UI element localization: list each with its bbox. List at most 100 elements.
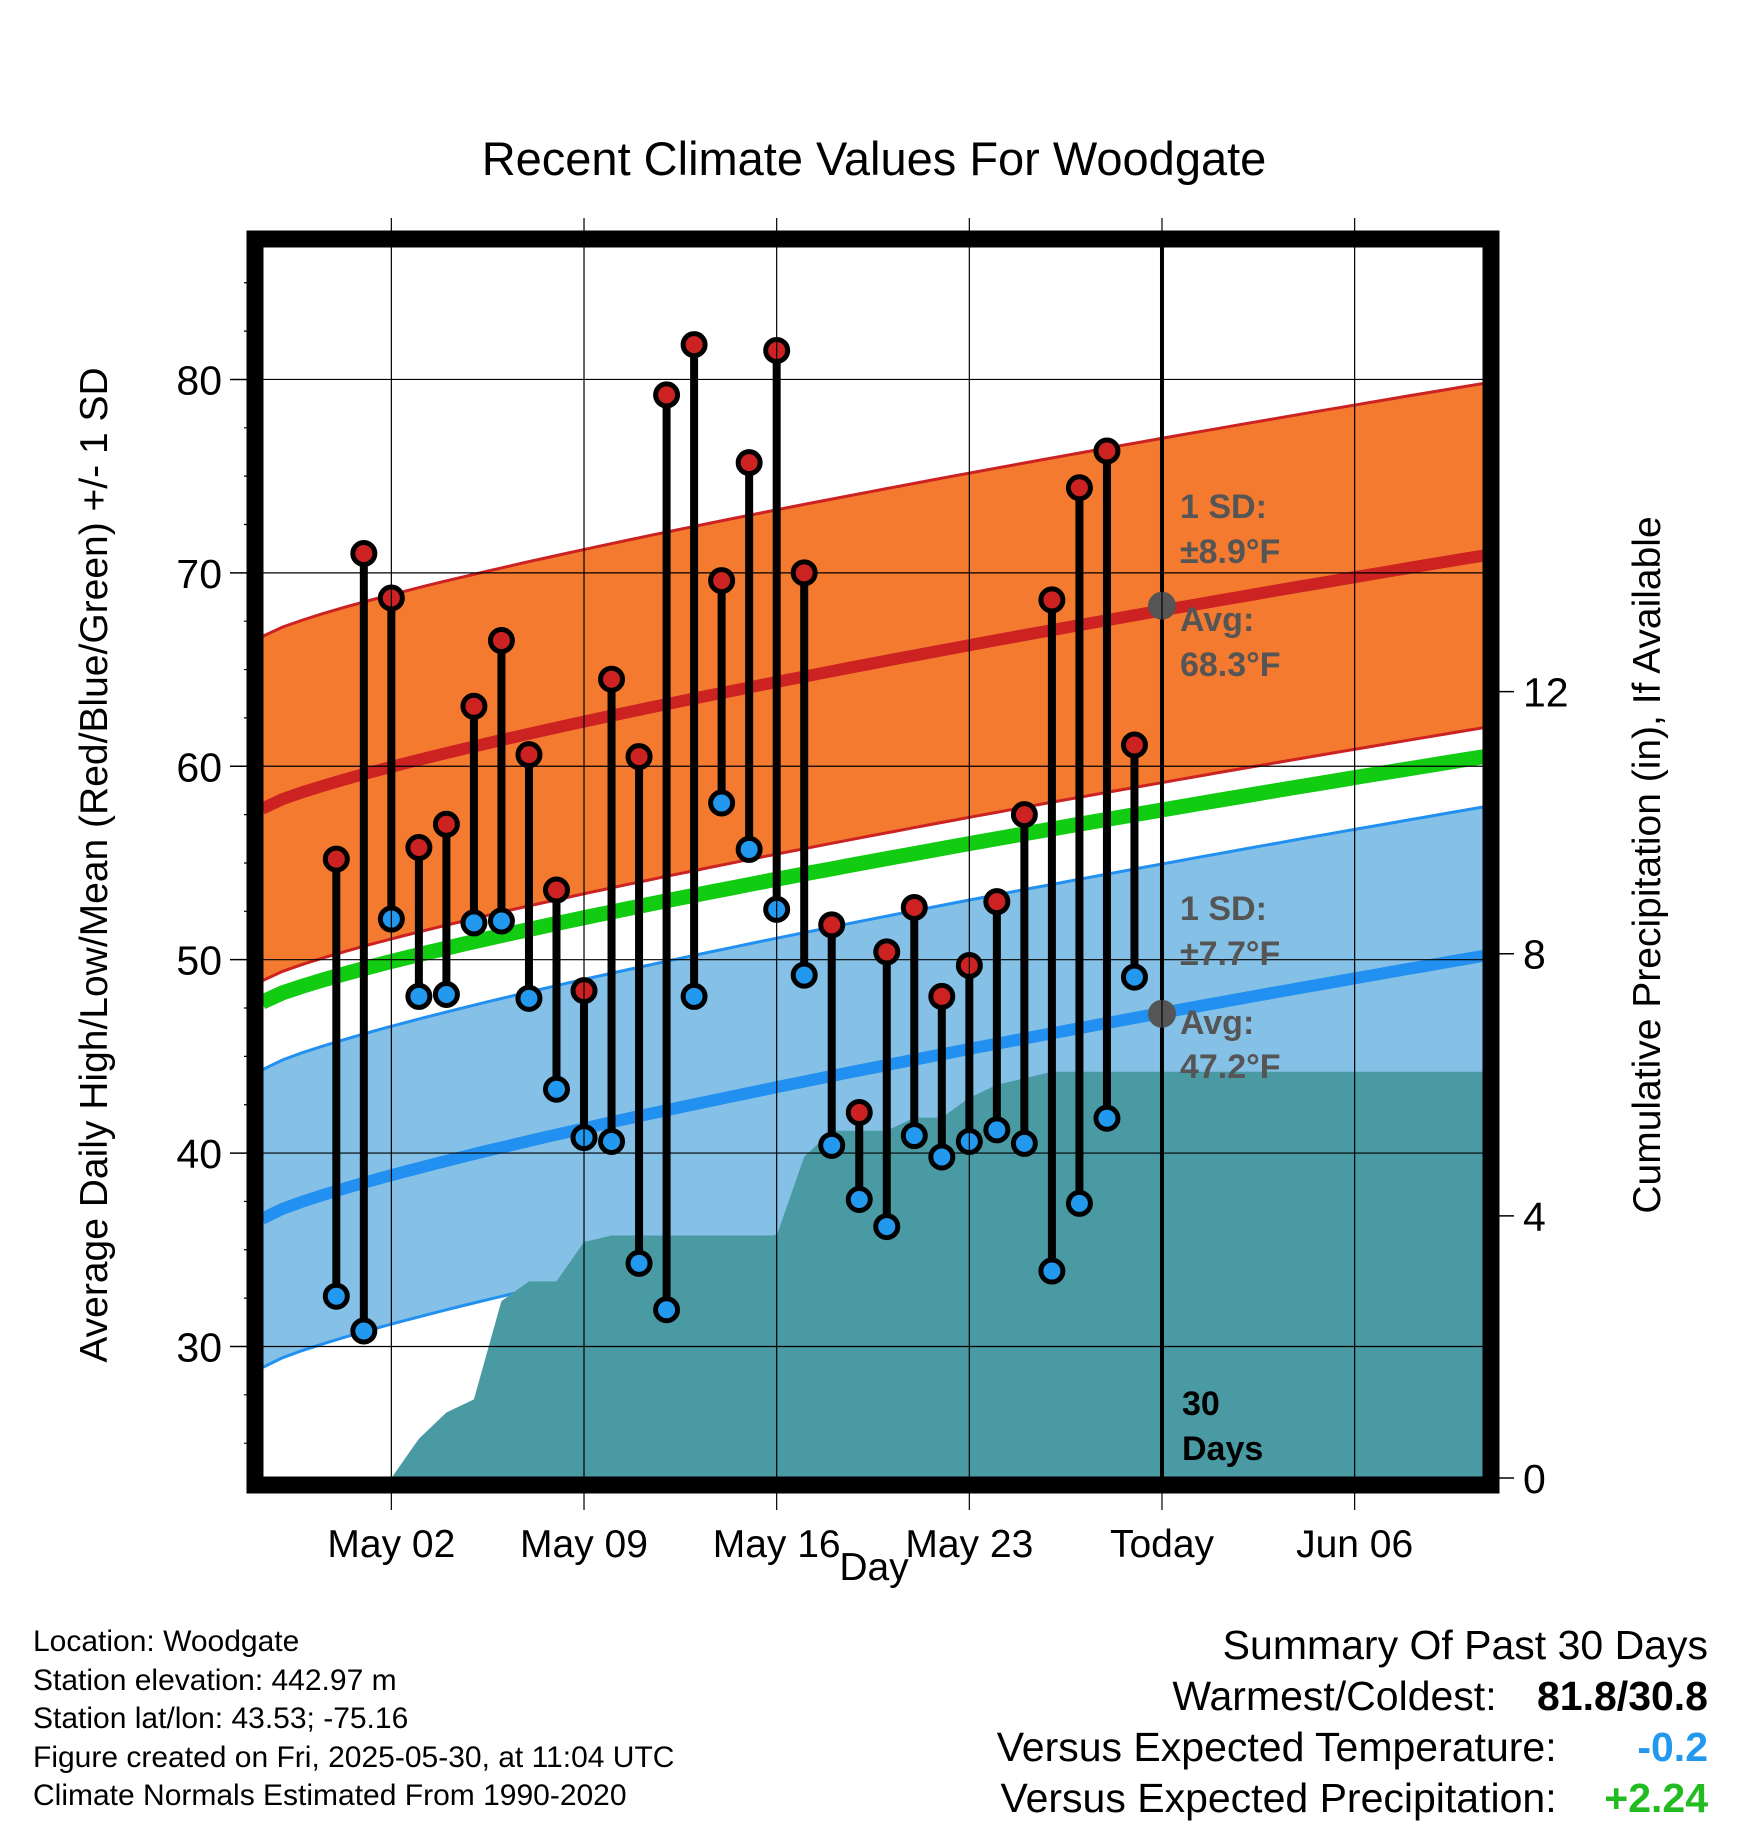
daily-high-point xyxy=(515,741,543,769)
low-band-upper-edge xyxy=(262,805,1484,1072)
chart-title: Recent Climate Values For Woodgate xyxy=(482,132,1267,185)
x-tick-label: May 16 xyxy=(713,1523,841,1566)
low-avg-value: 47.2°F xyxy=(1180,1048,1281,1086)
y-right-tick-label: 8 xyxy=(1523,932,1546,978)
daily-low-point xyxy=(735,835,763,863)
high-band-upper-edge xyxy=(262,381,1484,639)
high-sd-label: 1 SD: xyxy=(1180,488,1267,526)
daily-high-point xyxy=(1093,437,1121,465)
y-axis-left-label: Average Daily High/Low/Mean (Red/Blue/Gr… xyxy=(73,367,116,1362)
y-right-tick-label: 12 xyxy=(1523,670,1569,716)
daily-high-point xyxy=(487,627,515,655)
daily-high-point xyxy=(983,888,1011,916)
precip-label: Versus Expected Precipitation: xyxy=(1000,1775,1557,1821)
daily-high-point xyxy=(900,893,928,921)
days-count-label: 30 xyxy=(1182,1385,1220,1423)
temp-value: -0.2 xyxy=(1637,1724,1708,1770)
plot-area: 1 SD: ±8.9°F Avg: 68.3°F 1 SD: ±7.7°F Avg: 47.2… xyxy=(176,218,1569,1566)
daily-low-point xyxy=(845,1185,873,1213)
daily-high-point xyxy=(432,810,460,838)
daily-low-point xyxy=(1038,1257,1066,1285)
daily-low-point xyxy=(708,789,736,817)
high-avg-label: Avg: xyxy=(1180,601,1254,639)
daily-low-point xyxy=(598,1127,626,1155)
daily-low-point xyxy=(322,1282,350,1310)
x-tick-label: Jun 06 xyxy=(1296,1523,1413,1566)
low-sd-band xyxy=(262,806,1484,1368)
daily-high-point xyxy=(625,743,653,771)
low-sd-value: ±7.7°F xyxy=(1180,935,1280,973)
x-axis-label: Day xyxy=(839,1546,909,1589)
precip-value: +2.24 xyxy=(1604,1775,1708,1821)
daily-low-point xyxy=(873,1213,901,1241)
daily-low-point xyxy=(928,1143,956,1171)
low-sd-label: 1 SD: xyxy=(1180,890,1267,928)
mean-normal-line xyxy=(262,749,1484,1010)
daily-high-point xyxy=(708,567,736,595)
created-text: Figure created on Fri, 2025-05-30, at 11… xyxy=(33,1740,675,1774)
daily-low-point xyxy=(460,909,488,937)
daily-high-point xyxy=(1010,801,1038,829)
daily-low-point xyxy=(625,1249,653,1277)
daily-low-point xyxy=(790,961,818,989)
daily-low-point xyxy=(487,907,515,935)
temp-label: Versus Expected Temperature: xyxy=(996,1724,1557,1770)
x-tick-label: Today xyxy=(1110,1523,1215,1566)
daily-high-point xyxy=(322,845,350,873)
daily-high-point xyxy=(1038,586,1066,614)
daily-high-point xyxy=(928,982,956,1010)
daily-high-point xyxy=(1120,731,1148,759)
daily-low-point xyxy=(515,984,543,1012)
daily-low-point xyxy=(405,982,433,1010)
daily-low-point xyxy=(680,982,708,1010)
daily-low-point xyxy=(1093,1104,1121,1132)
location-text: Location: Woodgate xyxy=(33,1625,300,1658)
low-normal-line xyxy=(262,949,1484,1225)
daily-low-point xyxy=(432,980,460,1008)
daily-high-point xyxy=(405,833,433,861)
daily-high-point xyxy=(653,381,681,409)
daily-high-point xyxy=(1065,474,1093,502)
daily-low-point xyxy=(542,1075,570,1103)
daily-high-point xyxy=(845,1098,873,1126)
elevation-text: Station elevation: 442.97 m xyxy=(33,1663,397,1697)
warm-cold-label: Warmest/Coldest: xyxy=(1172,1673,1497,1719)
x-tick-label: May 09 xyxy=(520,1523,648,1566)
high-avg-value: 68.3°F xyxy=(1180,646,1281,684)
y-left-tick-label: 70 xyxy=(176,551,222,597)
summary-panel: Summary Of Past 30 Days Warmest/Coldest:… xyxy=(997,1620,1708,1824)
daily-high-point xyxy=(790,559,818,587)
daily-high-point xyxy=(818,911,846,939)
daily-low-point xyxy=(900,1122,928,1150)
daily-low-point xyxy=(818,1131,846,1159)
plot-frame xyxy=(246,230,1500,1494)
precip-area xyxy=(391,1071,1484,1478)
summary-warm-cold: Warmest/Coldest: 81.8/30.8 xyxy=(997,1671,1708,1722)
daily-high-point xyxy=(598,665,626,693)
climate-chart: Recent Climate Values For Woodgate 1 SD:… xyxy=(73,132,1669,1589)
y-left-tick-label: 50 xyxy=(176,938,222,984)
summary-precipitation: Versus Expected Precipitation: +2.24 xyxy=(997,1773,1709,1824)
summary-temperature: Versus Expected Temperature: -0.2 xyxy=(997,1722,1708,1773)
daily-high-point xyxy=(542,876,570,904)
daily-high-point xyxy=(873,938,901,966)
y-axis-right-label: Cumulative Precipitation (in), If Availa… xyxy=(1626,516,1669,1213)
daily-low-point xyxy=(1065,1189,1093,1217)
x-tick-label: May 02 xyxy=(327,1523,455,1566)
daily-high-point xyxy=(680,331,708,359)
low-avg-label: Avg: xyxy=(1180,1004,1254,1042)
daily-low-point xyxy=(350,1317,378,1345)
y-left-tick-label: 60 xyxy=(176,744,222,790)
daily-low-point xyxy=(1120,963,1148,991)
daily-high-point xyxy=(350,540,378,568)
y-left-tick-label: 40 xyxy=(176,1131,222,1177)
y-left-tick-label: 30 xyxy=(176,1324,222,1370)
daily-low-point xyxy=(1010,1129,1038,1157)
warm-cold-value: 81.8/30.8 xyxy=(1537,1673,1708,1719)
normals-text: Climate Normals Estimated From 1990-2020 xyxy=(33,1779,627,1812)
high-sd-value: ±8.9°F xyxy=(1180,533,1280,571)
daily-high-point xyxy=(735,449,763,477)
daily-low-point xyxy=(653,1296,681,1324)
y-right-tick-label: 0 xyxy=(1523,1456,1546,1502)
high-normal-line xyxy=(262,549,1484,815)
